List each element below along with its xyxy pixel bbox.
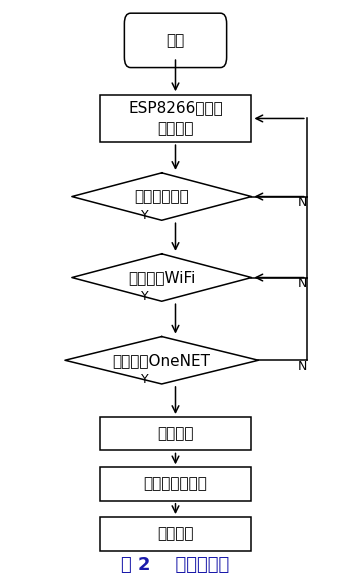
Bar [99, 95, 252, 142]
Bar [99, 417, 252, 450]
Text: 发送数据: 发送数据 [157, 426, 194, 442]
Text: 是否搜索成功: 是否搜索成功 [134, 189, 189, 204]
Polygon shape [72, 254, 252, 301]
Bar [99, 467, 252, 501]
Text: 接收并解析数据: 接收并解析数据 [144, 477, 207, 492]
Text: 是否连接OneNET: 是否连接OneNET [113, 353, 211, 368]
Text: 清除缓存: 清除缓存 [157, 526, 194, 541]
Text: 图 2    系统初始化: 图 2 系统初始化 [121, 557, 230, 574]
Text: N: N [298, 196, 307, 209]
Text: Y: Y [141, 290, 148, 303]
Text: Y: Y [141, 373, 148, 387]
Text: Y: Y [141, 209, 148, 222]
Text: ESP8266上电，
搜索网络: ESP8266上电， 搜索网络 [128, 100, 223, 137]
Polygon shape [72, 173, 252, 220]
Text: N: N [298, 360, 307, 373]
FancyBboxPatch shape [124, 13, 227, 68]
Text: 开始: 开始 [166, 33, 185, 48]
Bar [99, 517, 252, 551]
Polygon shape [65, 336, 258, 384]
Text: N: N [298, 277, 307, 290]
Text: 是否连接WiFi: 是否连接WiFi [128, 270, 196, 285]
